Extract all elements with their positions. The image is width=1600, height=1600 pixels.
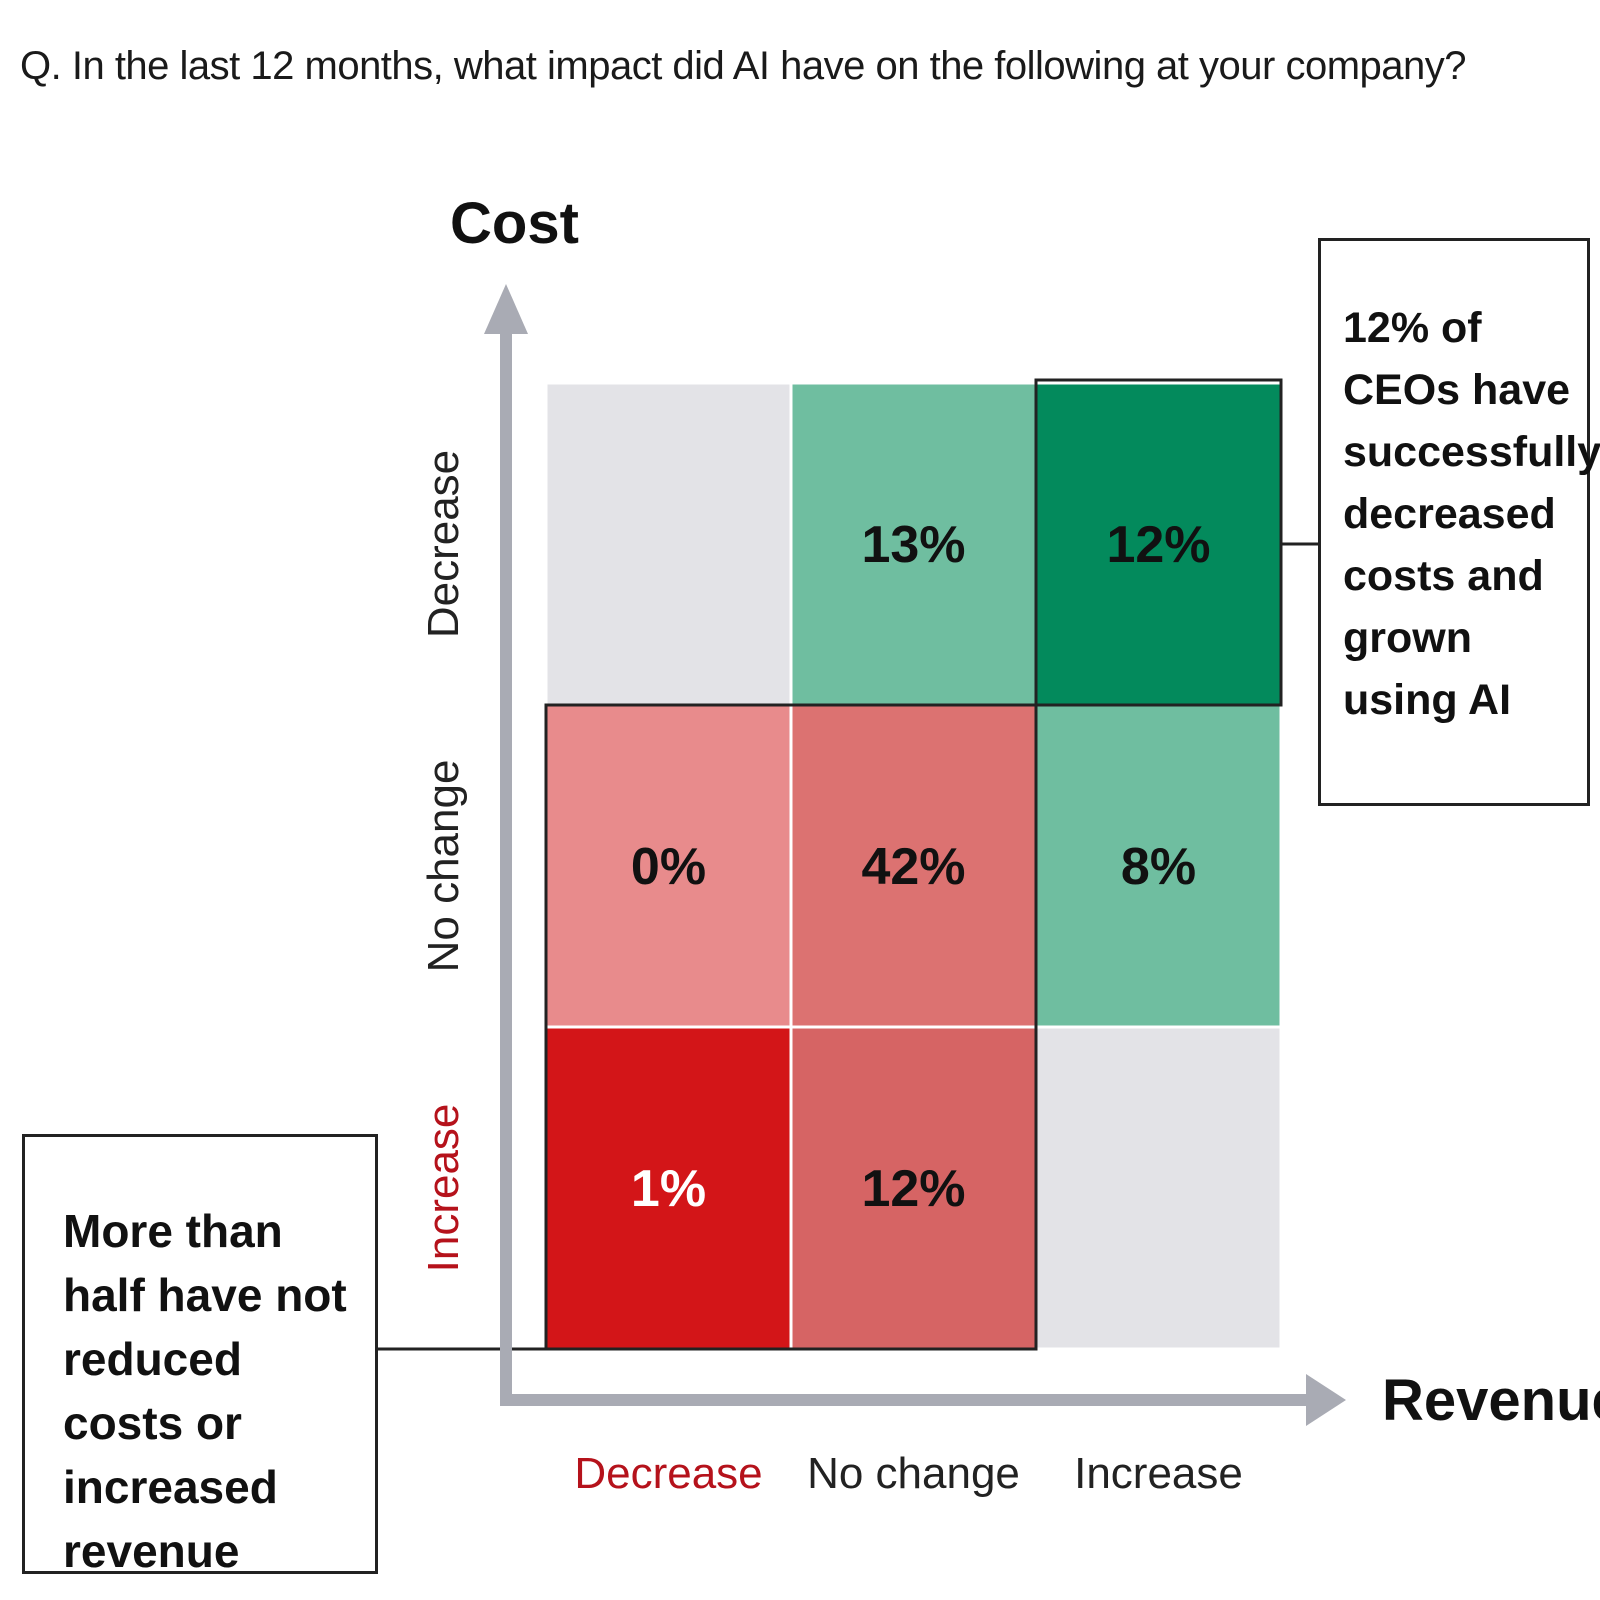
cell-value-label: 1%: [631, 1160, 706, 1218]
x-tick-label-decrease: Decrease: [574, 1449, 762, 1498]
x-tick-label-no-change: No change: [807, 1449, 1020, 1498]
cell-cost-decrease-revenue-increase: [1034, 381, 1283, 707]
cell-value-label: 8%: [1121, 838, 1196, 896]
cell-cost-increase-revenue-no-change: [789, 1025, 1038, 1351]
cell-cost-increase-revenue-decrease: [544, 1025, 793, 1351]
y-tick-label-decrease: Decrease: [419, 450, 468, 638]
cell-cost-decrease-revenue-decrease: [544, 381, 793, 707]
callout-bottom-left: More than half have not reduced costs or…: [22, 1134, 378, 1577]
cell-value-label: 42%: [861, 838, 965, 896]
cell-value-label: 12%: [1106, 516, 1210, 574]
callout-bottom-left-text: More than half have not reduced costs or…: [63, 1205, 347, 1577]
question-text: Q. In the last 12 months, what impact di…: [20, 44, 1467, 88]
y-tick-label-increase: Increase: [419, 1104, 468, 1273]
x-axis-title: Revenue: [1382, 1368, 1600, 1433]
x-axis-arrowhead: [1306, 1374, 1346, 1426]
y-axis-arrowhead: [484, 284, 528, 334]
cell-value-label: 13%: [861, 516, 965, 574]
cell-cost-increase-revenue-increase: [1034, 1025, 1283, 1351]
callout-top-right: 12% of CEOs have successfully decreased …: [1318, 238, 1600, 806]
cell-value-label: 12%: [861, 1160, 965, 1218]
y-axis-title: Cost: [450, 191, 579, 256]
cell-cost-no-change-revenue-decrease: [544, 703, 793, 1029]
highlight-outline-bottom-left: [544, 703, 1038, 1351]
x-tick-label-increase: Increase: [1074, 1449, 1243, 1498]
callout-top-right-text: 12% of CEOs have successfully decreased …: [1343, 304, 1600, 724]
y-tick-label-no-change: No change: [419, 760, 468, 973]
cell-cost-decrease-revenue-no-change: [789, 381, 1038, 707]
cell-value-label: 0%: [631, 838, 706, 896]
